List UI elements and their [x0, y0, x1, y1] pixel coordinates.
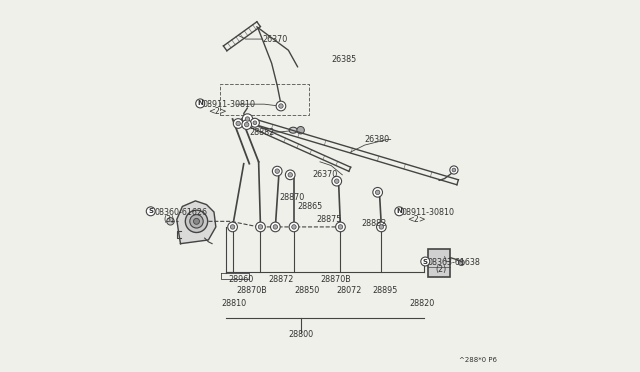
- Circle shape: [236, 121, 241, 126]
- Text: S: S: [148, 208, 153, 214]
- Circle shape: [373, 187, 383, 197]
- Circle shape: [421, 257, 429, 266]
- Circle shape: [332, 176, 342, 186]
- Text: (3): (3): [164, 215, 175, 224]
- Circle shape: [288, 173, 292, 177]
- Text: 08360-61626: 08360-61626: [154, 208, 207, 217]
- Text: 28870: 28870: [279, 193, 305, 202]
- Text: 28800: 28800: [289, 330, 314, 339]
- Text: N: N: [197, 100, 203, 106]
- Circle shape: [275, 169, 280, 173]
- Circle shape: [193, 218, 200, 224]
- Circle shape: [242, 120, 252, 129]
- Circle shape: [289, 222, 299, 232]
- Text: 08911-30810: 08911-30810: [402, 208, 455, 217]
- Circle shape: [450, 166, 458, 174]
- Circle shape: [285, 170, 295, 180]
- Text: (2): (2): [435, 265, 447, 274]
- Circle shape: [273, 166, 282, 176]
- Text: 28820: 28820: [410, 299, 435, 308]
- Circle shape: [245, 117, 250, 121]
- Ellipse shape: [289, 127, 298, 133]
- Text: 28960: 28960: [229, 275, 254, 284]
- Text: 28882: 28882: [250, 128, 275, 137]
- Circle shape: [335, 179, 339, 183]
- Circle shape: [452, 168, 456, 172]
- Circle shape: [253, 121, 257, 125]
- Circle shape: [271, 222, 280, 232]
- Circle shape: [376, 222, 386, 232]
- Text: 28882: 28882: [361, 219, 386, 228]
- Circle shape: [338, 225, 342, 229]
- Circle shape: [259, 225, 262, 229]
- Text: 26380: 26380: [365, 135, 390, 144]
- Circle shape: [297, 126, 305, 134]
- Circle shape: [335, 222, 346, 232]
- Text: 28875: 28875: [316, 215, 342, 224]
- Circle shape: [276, 101, 286, 111]
- Text: 26370: 26370: [312, 170, 338, 179]
- Circle shape: [458, 260, 465, 266]
- Circle shape: [190, 215, 203, 228]
- Circle shape: [278, 104, 283, 108]
- Text: N: N: [396, 208, 402, 214]
- Text: <2>: <2>: [408, 215, 426, 224]
- Circle shape: [167, 218, 174, 225]
- Circle shape: [147, 207, 156, 216]
- Text: 28810: 28810: [221, 299, 246, 308]
- Text: 08363-61638: 08363-61638: [428, 258, 481, 267]
- Text: 28870B: 28870B: [320, 275, 351, 284]
- Text: ^288*0 P6: ^288*0 P6: [459, 357, 497, 363]
- Circle shape: [292, 225, 296, 229]
- Polygon shape: [177, 201, 216, 244]
- Text: 28850: 28850: [294, 286, 319, 295]
- Text: 28870B: 28870B: [236, 286, 267, 295]
- Circle shape: [196, 99, 205, 108]
- Circle shape: [255, 222, 266, 232]
- Text: S: S: [423, 259, 428, 264]
- Text: 26385: 26385: [331, 55, 356, 64]
- Circle shape: [379, 225, 383, 229]
- Circle shape: [234, 119, 243, 128]
- Text: 28872: 28872: [268, 275, 293, 284]
- Circle shape: [250, 118, 259, 127]
- Text: 08911-30810: 08911-30810: [203, 100, 256, 109]
- Circle shape: [395, 207, 404, 216]
- Text: 28895: 28895: [372, 286, 397, 295]
- Text: 26370: 26370: [262, 35, 287, 44]
- Text: <2>: <2>: [209, 107, 227, 116]
- Circle shape: [273, 225, 278, 229]
- Circle shape: [243, 114, 253, 124]
- Bar: [428, 249, 450, 277]
- Circle shape: [228, 222, 237, 232]
- Circle shape: [186, 210, 207, 232]
- Circle shape: [376, 190, 380, 195]
- Circle shape: [244, 122, 249, 127]
- Text: 28865: 28865: [298, 202, 323, 211]
- Circle shape: [230, 225, 235, 229]
- Text: 28072: 28072: [337, 286, 362, 295]
